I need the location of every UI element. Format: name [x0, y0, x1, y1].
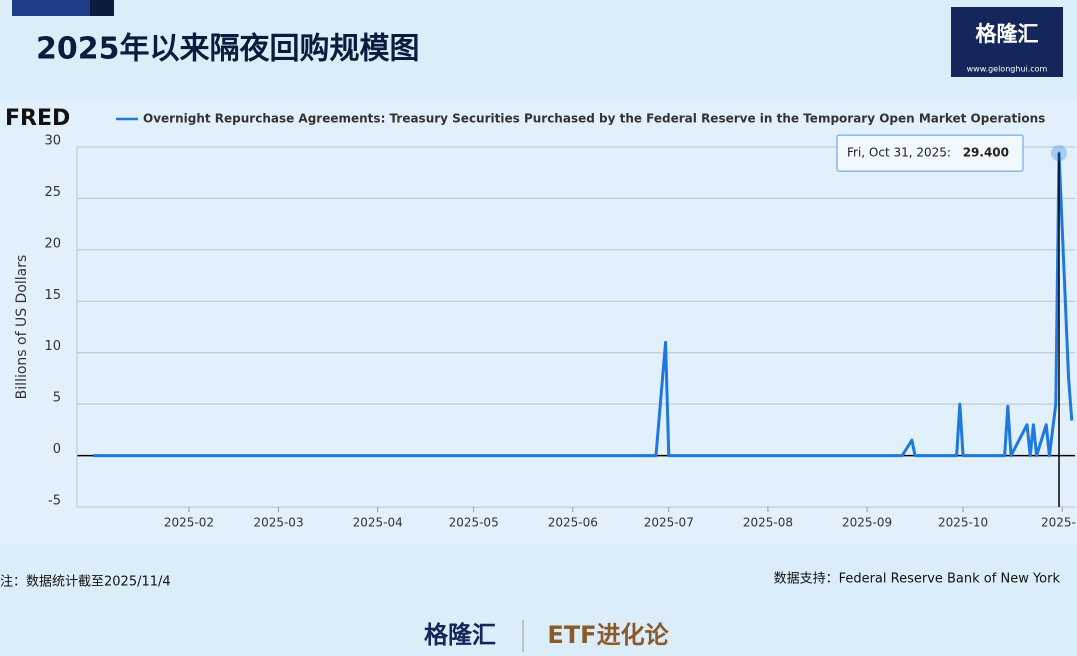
logo-url: www.gelonghui.com — [967, 65, 1048, 74]
decor — [90, 0, 114, 16]
y-tick-label: 0 — [53, 442, 61, 457]
y-tick-label: 10 — [44, 339, 61, 354]
x-tick-label: 2025-03 — [253, 516, 303, 530]
x-tick-label: 2025-05 — [449, 516, 499, 530]
column-name: ETF进化论 — [547, 621, 669, 649]
hover-point — [1051, 145, 1068, 162]
y-tick-label: -5 — [48, 494, 61, 509]
legend-entry: Overnight Repurchase Agreements: Treasur… — [143, 112, 1045, 126]
tooltip-box — [836, 134, 1024, 172]
x-tick-label: 2025-09 — [842, 516, 892, 530]
x-tick-label: 2025-1 — [1041, 516, 1077, 530]
x-tick-label: 2025-07 — [644, 516, 694, 530]
y-tick-label: 25 — [44, 185, 61, 200]
page-title: 2025年以来隔夜回购规模图 — [36, 32, 420, 67]
x-tick-label: 2025-04 — [353, 516, 403, 530]
tooltip-value: 29.400 — [963, 146, 1009, 160]
note: 注：数据统计截至2025/11/4 — [0, 575, 171, 590]
source: 数据支持：Federal Reserve Bank of New York — [774, 572, 1061, 587]
y-axis-label: Billions of US Dollars — [14, 255, 30, 400]
x-tick-label: 2025-08 — [743, 516, 793, 530]
logo-box — [951, 7, 1063, 77]
y-tick-label: 20 — [44, 236, 61, 251]
x-tick-label: 2025-06 — [548, 516, 598, 530]
chart-panel — [0, 100, 1077, 544]
tooltip-date: Fri, Oct 31, 2025: — [847, 146, 951, 160]
y-tick-label: 30 — [44, 134, 61, 149]
logo-name: 格隆汇 — [976, 22, 1039, 46]
decor — [12, 0, 90, 16]
x-tick-label: 2025-10 — [938, 516, 988, 530]
brand: 格隆汇 — [424, 621, 496, 649]
plot: -5 0 5 10 15 20 25 30 2025-02 2025-03 2025-04 2025-… — [44, 134, 1077, 530]
fred-logo: FRED — [5, 106, 70, 131]
y-tick-label: 15 — [44, 288, 61, 303]
x-tick-label: 2025-02 — [164, 516, 214, 530]
y-tick-label: 5 — [53, 391, 61, 406]
series-line — [92, 151, 1074, 458]
